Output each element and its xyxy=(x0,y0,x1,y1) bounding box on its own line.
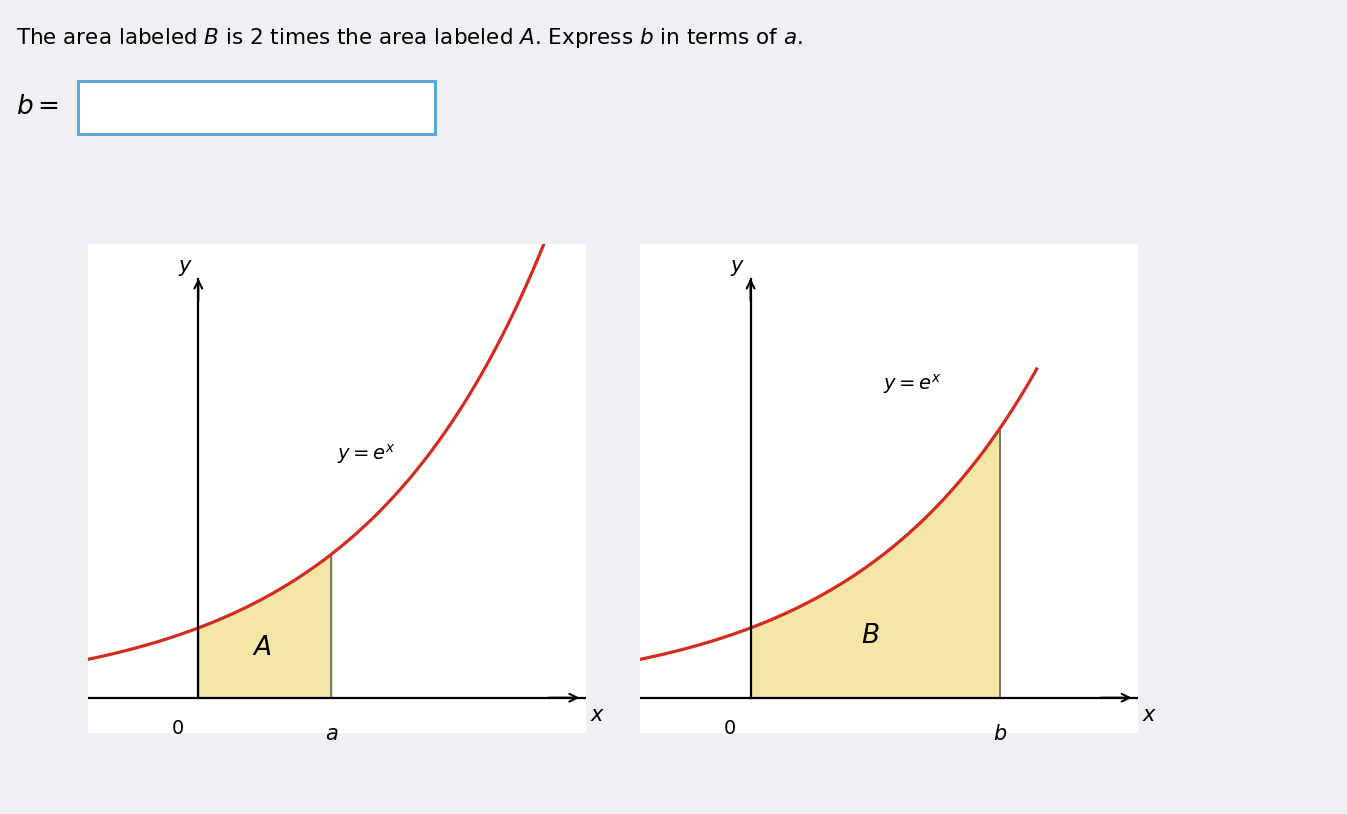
Text: $B$: $B$ xyxy=(861,624,880,649)
Text: $x$: $x$ xyxy=(1142,705,1157,725)
Text: $b =$: $b =$ xyxy=(16,94,59,120)
Text: $b$: $b$ xyxy=(993,724,1008,744)
Text: $A$: $A$ xyxy=(252,636,272,661)
Text: $0$: $0$ xyxy=(723,719,735,737)
Text: $y = e^x$: $y = e^x$ xyxy=(337,441,396,466)
Text: $y$: $y$ xyxy=(178,258,193,278)
Text: $0$: $0$ xyxy=(171,719,183,737)
Text: $y = e^x$: $y = e^x$ xyxy=(884,372,943,396)
Text: $y$: $y$ xyxy=(730,258,745,278)
Text: The area labeled $\mathit{B}$ is 2 times the area labeled $\mathit{A}$. Express : The area labeled $\mathit{B}$ is 2 times… xyxy=(16,26,803,50)
Text: $x$: $x$ xyxy=(590,705,605,725)
Text: $a$: $a$ xyxy=(325,724,338,744)
